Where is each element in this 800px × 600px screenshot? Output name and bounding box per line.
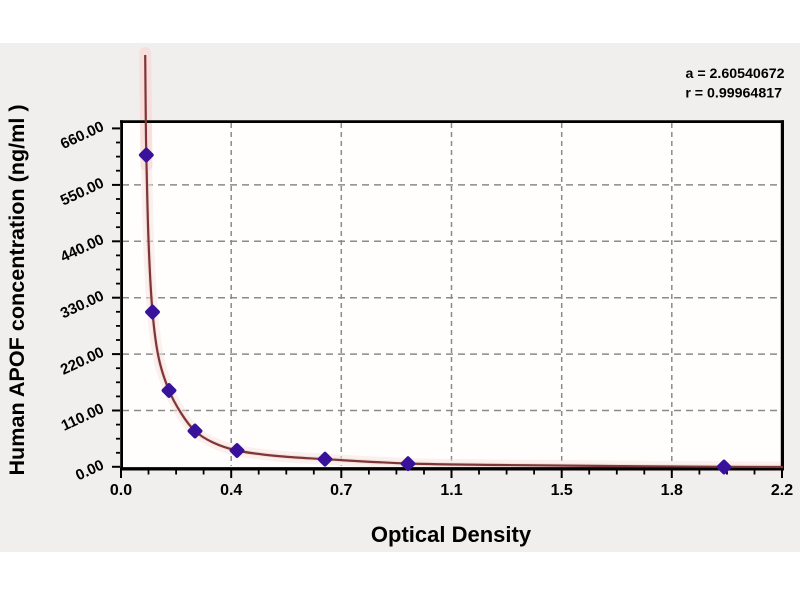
svg-text:0.0: 0.0 (110, 482, 132, 499)
svg-text:0.7: 0.7 (330, 482, 352, 499)
svg-text:660.00: 660.00 (58, 118, 107, 153)
svg-text:220.00: 220.00 (58, 344, 107, 379)
svg-text:1.5: 1.5 (551, 482, 573, 499)
svg-text:550.00: 550.00 (58, 175, 107, 210)
svg-text:r = 0.99964817: r = 0.99964817 (685, 86, 782, 102)
svg-text:2.2: 2.2 (771, 482, 793, 499)
svg-text:1.1: 1.1 (440, 482, 462, 499)
svg-text:0.00: 0.00 (73, 457, 107, 485)
svg-text:1.8: 1.8 (661, 482, 683, 499)
svg-text:440.00: 440.00 (58, 231, 107, 266)
svg-text:Human APOF concentration (ng/m: Human APOF concentration (ng/ml ) (4, 104, 29, 475)
svg-text:a = 2.60540672: a = 2.60540672 (685, 66, 784, 82)
svg-text:Optical Density: Optical Density (371, 522, 532, 547)
svg-text:0.4: 0.4 (220, 482, 242, 499)
svg-text:110.00: 110.00 (59, 400, 107, 434)
svg-text:330.00: 330.00 (58, 287, 107, 322)
